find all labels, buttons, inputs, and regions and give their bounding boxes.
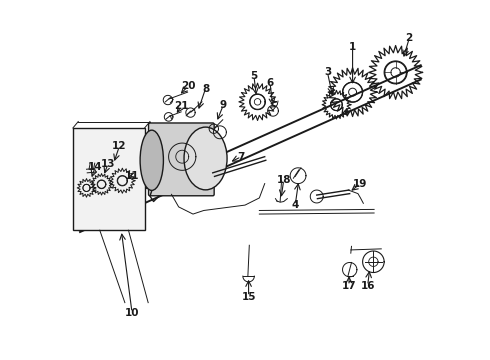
Text: 21: 21 <box>174 102 189 112</box>
Text: 19: 19 <box>353 179 368 189</box>
Ellipse shape <box>140 130 164 190</box>
Text: 1: 1 <box>349 42 356 52</box>
Text: 17: 17 <box>342 281 356 291</box>
Text: 12: 12 <box>112 141 127 151</box>
Text: 18: 18 <box>276 175 291 185</box>
Ellipse shape <box>184 127 227 190</box>
Text: 11: 11 <box>125 171 139 181</box>
Text: 5: 5 <box>250 71 258 81</box>
Text: 10: 10 <box>125 308 139 318</box>
Text: 2: 2 <box>406 33 413 43</box>
Text: 16: 16 <box>360 281 375 291</box>
Text: 15: 15 <box>242 292 256 302</box>
FancyBboxPatch shape <box>73 128 145 230</box>
Text: 6: 6 <box>267 78 274 88</box>
Text: 7: 7 <box>238 152 245 162</box>
Text: 8: 8 <box>202 84 209 94</box>
Text: 3: 3 <box>324 67 331 77</box>
Text: 13: 13 <box>101 159 115 169</box>
Text: 4: 4 <box>292 200 299 210</box>
FancyBboxPatch shape <box>148 123 214 196</box>
Text: 9: 9 <box>220 100 227 110</box>
Text: 14: 14 <box>88 162 102 172</box>
Text: 20: 20 <box>181 81 196 91</box>
